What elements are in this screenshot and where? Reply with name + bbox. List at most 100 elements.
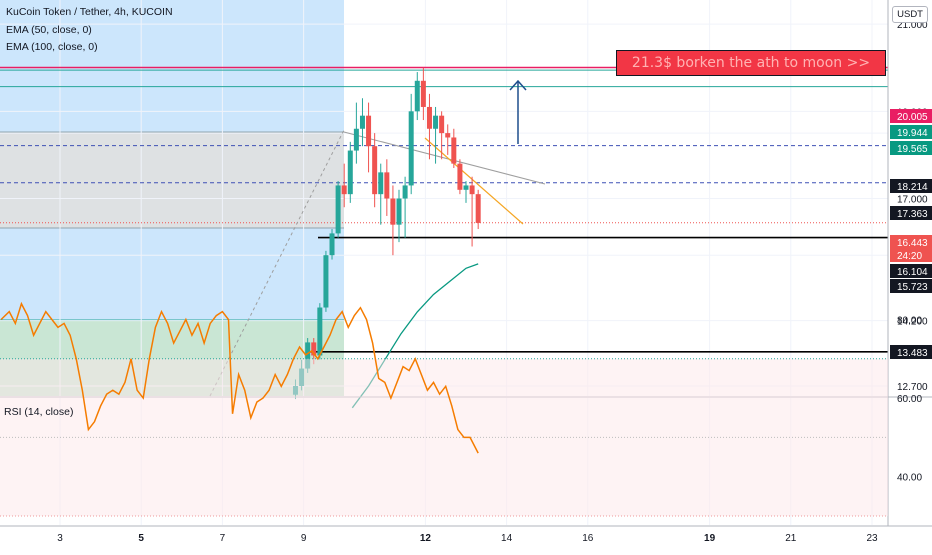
candle (445, 124, 451, 155)
price-label: 19.944 (890, 125, 932, 139)
price-label-text: 13.483 (897, 348, 928, 359)
price-tick-label: 14.200 (897, 317, 928, 328)
candle-body (451, 137, 457, 164)
price-label: 15.723 (890, 279, 932, 293)
candle-body (347, 150, 353, 195)
candle-body (366, 115, 372, 147)
candle-body (311, 342, 317, 356)
time-tick-label: 19 (704, 533, 716, 544)
trend-line-orange (424, 137, 524, 225)
price-label-bg (890, 248, 932, 262)
candle (335, 181, 341, 238)
time-tick-label: 14 (501, 533, 513, 544)
annotation-callout[interactable]: 21.3$ borken the ath to moon >> (616, 50, 886, 76)
price-label-bg (890, 109, 932, 123)
price-label-text: 20.005 (897, 112, 928, 123)
price-label: 16.104 (890, 264, 932, 278)
arrow-up-icon (509, 79, 527, 91)
time-axis: 3 5 7 9 12 14 16 19 21 23 (57, 533, 878, 544)
rsi-tick-label: 60.00 (897, 394, 922, 405)
candle-body (396, 198, 402, 225)
candle-body (475, 194, 481, 223)
price-label: 18.214 (890, 179, 932, 193)
candle-body (469, 185, 475, 195)
price-labels: 20.005 19.944 19.565 18.214 17.363 16.443 24:2… (890, 109, 932, 359)
candle (439, 111, 445, 160)
candle-body (433, 115, 439, 129)
candle-body (402, 185, 408, 199)
price-label: 19.565 (890, 141, 932, 155)
price-label-text: 16.443 (897, 238, 928, 249)
price-label-bg (890, 235, 932, 249)
candle-body (420, 80, 426, 107)
candle-body (414, 80, 420, 112)
candle-body (372, 146, 378, 195)
candle (323, 250, 329, 312)
price-label-text: 15.723 (897, 282, 928, 293)
candle (426, 93, 432, 160)
candle (457, 159, 463, 195)
time-tick-label: 5 (138, 533, 144, 544)
candle (463, 181, 469, 203)
candle (390, 185, 396, 256)
rsi-legend: RSI (14, close) (4, 406, 74, 418)
price-label: 17.363 (890, 206, 932, 220)
candle (372, 133, 378, 208)
candle-body (457, 163, 463, 190)
price-label-text: 24:20 (897, 251, 922, 262)
price-label-bg (890, 206, 932, 220)
price-label-bg (890, 125, 932, 139)
candle (329, 229, 335, 260)
candle-body (390, 198, 396, 225)
price-tick-label: 12.700 (897, 382, 928, 393)
candle (408, 93, 414, 195)
ema100-legend: EMA (100, close, 0) (6, 41, 98, 53)
candle (414, 72, 420, 121)
candle-body (378, 172, 384, 195)
rsi-tick-label: 40.00 (897, 473, 922, 484)
candle (433, 106, 439, 164)
price-label-bg (890, 264, 932, 278)
price-label: 24:20 (890, 248, 932, 262)
price-label: 16.443 (890, 235, 932, 249)
trend-line-grey (343, 131, 546, 185)
resistance-zone-grey (0, 132, 344, 228)
candle (384, 159, 390, 216)
candle-body (329, 233, 335, 256)
candle-body (317, 307, 323, 356)
candle-body (335, 185, 341, 234)
rsi-tick-label: 80.00 (897, 316, 922, 327)
currency-label[interactable]: USDT (892, 6, 928, 23)
candle-body (305, 342, 311, 369)
time-tick-label: 3 (57, 533, 63, 544)
price-label-text: 17.363 (897, 209, 928, 220)
candle-body (384, 172, 390, 199)
candle-body (323, 255, 329, 308)
price-axis: 12.70014.20015.70017.00018.50019.00021.0… (897, 20, 928, 393)
price-label-bg (890, 345, 932, 359)
price-tick-label: 17.000 (897, 195, 928, 206)
candle (347, 141, 353, 203)
candle (353, 102, 359, 164)
candle (359, 98, 365, 147)
candle (317, 303, 323, 360)
candle-body (353, 128, 359, 151)
time-tick-label: 16 (582, 533, 594, 544)
candle (366, 102, 372, 173)
price-label-text: 18.214 (897, 182, 928, 193)
time-tick-label: 12 (420, 533, 432, 544)
price-label: 13.483 (890, 345, 932, 359)
price-label-bg (890, 179, 932, 193)
candle-body (359, 115, 365, 129)
price-label-text: 19.565 (897, 144, 928, 155)
rsi-axis: 40.00 60.00 80.00 (897, 316, 922, 484)
ema50-legend: EMA (50, close, 0) (6, 24, 92, 36)
time-tick-label: 7 (220, 533, 226, 544)
price-label-text: 16.104 (897, 267, 928, 278)
trend-line-dashed (209, 129, 345, 397)
candle (402, 176, 408, 238)
price-tick-label: 21.000 (897, 20, 928, 31)
candle (420, 67, 426, 121)
